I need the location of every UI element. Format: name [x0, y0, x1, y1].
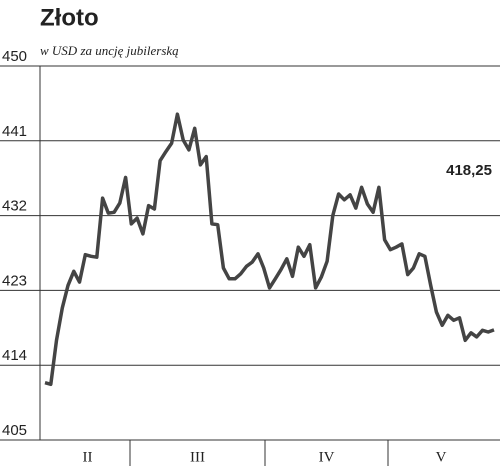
y-tick-label: 441: [2, 123, 27, 140]
chart-subtitle: w USD za uncję jubilerską: [40, 43, 179, 58]
y-tick-label: 450: [2, 48, 27, 65]
x-tick-label: IV: [319, 449, 335, 465]
chart-title: Złoto: [40, 4, 99, 31]
price-line: [44, 112, 495, 387]
x-tick-label: II: [83, 449, 93, 465]
x-tick-label: III: [190, 449, 205, 465]
annotation: 418,25: [446, 162, 492, 179]
y-tick-label: 423: [2, 272, 27, 289]
y-tick-label: 414: [2, 347, 27, 364]
y-tick-label: 432: [2, 198, 27, 215]
x-tick-label: V: [436, 449, 447, 465]
y-tick-label: 405: [2, 422, 27, 439]
